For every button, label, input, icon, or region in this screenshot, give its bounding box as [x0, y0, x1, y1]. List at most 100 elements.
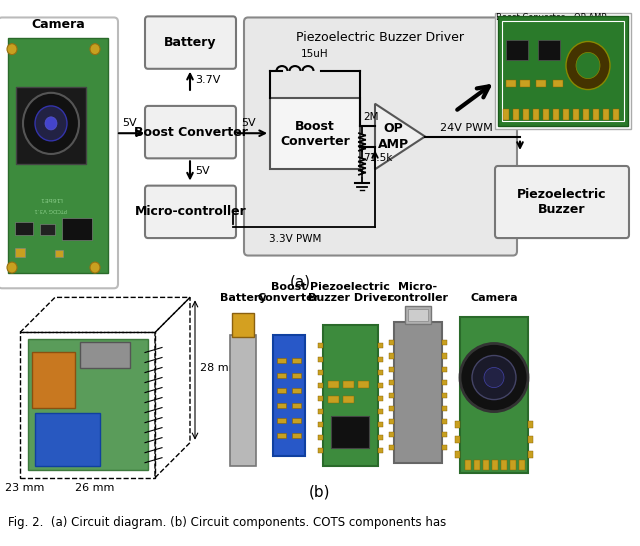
- Circle shape: [45, 117, 57, 130]
- Bar: [593, 109, 599, 120]
- Bar: [277, 372, 286, 377]
- Bar: [442, 432, 447, 437]
- Bar: [442, 341, 447, 346]
- Bar: [483, 460, 489, 470]
- FancyBboxPatch shape: [495, 166, 629, 238]
- Polygon shape: [80, 342, 130, 367]
- Bar: [230, 335, 256, 466]
- Text: Camera: Camera: [31, 17, 85, 31]
- Bar: [318, 395, 323, 401]
- Bar: [389, 444, 394, 450]
- Text: Battery: Battery: [220, 293, 266, 304]
- Bar: [343, 395, 354, 402]
- Text: Boost Converter
TLV61046: Boost Converter TLV61046: [496, 13, 564, 33]
- Bar: [318, 383, 323, 388]
- Bar: [455, 450, 460, 458]
- Bar: [442, 393, 447, 397]
- Text: Boost Converter: Boost Converter: [134, 126, 248, 139]
- Bar: [378, 448, 383, 453]
- FancyBboxPatch shape: [0, 17, 118, 288]
- Bar: [318, 448, 323, 453]
- Bar: [495, 13, 631, 129]
- Bar: [318, 370, 323, 375]
- Text: 24V PWM: 24V PWM: [440, 123, 493, 133]
- Bar: [328, 395, 339, 402]
- Bar: [318, 408, 323, 414]
- Polygon shape: [375, 104, 425, 169]
- Circle shape: [7, 44, 17, 55]
- FancyBboxPatch shape: [145, 186, 236, 238]
- Text: 5V: 5V: [122, 118, 136, 128]
- Text: 28 mm: 28 mm: [200, 363, 239, 372]
- Polygon shape: [35, 413, 100, 466]
- Bar: [292, 372, 301, 377]
- Bar: [277, 358, 286, 363]
- Bar: [533, 109, 539, 120]
- Polygon shape: [32, 353, 75, 408]
- Bar: [15, 222, 33, 235]
- Circle shape: [35, 106, 67, 141]
- Bar: [378, 383, 383, 388]
- Bar: [408, 310, 428, 322]
- Bar: [292, 418, 301, 423]
- Text: 23 mm: 23 mm: [5, 483, 44, 492]
- Bar: [523, 109, 529, 120]
- Text: Boost
Converter: Boost Converter: [280, 120, 350, 148]
- Bar: [277, 432, 286, 438]
- Bar: [55, 250, 63, 257]
- Text: 2M: 2M: [363, 112, 378, 122]
- Text: Fig. 2.  (a) Circuit diagram. (b) Circuit components. COTS components has: Fig. 2. (a) Circuit diagram. (b) Circuit…: [8, 516, 446, 529]
- Circle shape: [23, 93, 79, 154]
- Text: Piezoelectric
Buzzer: Piezoelectric Buzzer: [517, 188, 607, 216]
- Bar: [603, 109, 609, 120]
- FancyBboxPatch shape: [244, 17, 517, 256]
- Bar: [292, 402, 301, 408]
- Bar: [389, 366, 394, 371]
- Bar: [292, 358, 301, 363]
- Bar: [270, 98, 360, 169]
- Bar: [553, 80, 563, 87]
- Bar: [553, 109, 559, 120]
- Bar: [506, 40, 528, 60]
- Bar: [389, 353, 394, 359]
- Bar: [465, 460, 471, 470]
- Text: OP AMP
LM6211: OP AMP LM6211: [573, 13, 607, 33]
- Bar: [394, 323, 442, 462]
- Bar: [318, 422, 323, 426]
- Bar: [519, 460, 525, 470]
- Bar: [378, 408, 383, 414]
- Bar: [528, 420, 533, 428]
- Bar: [498, 16, 628, 126]
- Bar: [536, 80, 546, 87]
- Bar: [277, 402, 286, 408]
- Bar: [528, 436, 533, 443]
- Circle shape: [7, 262, 17, 273]
- Bar: [442, 353, 447, 359]
- Bar: [40, 224, 55, 235]
- Bar: [510, 460, 516, 470]
- Bar: [503, 109, 509, 120]
- Bar: [389, 393, 394, 397]
- Circle shape: [472, 355, 516, 400]
- Bar: [378, 357, 383, 361]
- Text: 71.5k: 71.5k: [363, 153, 392, 163]
- Bar: [378, 395, 383, 401]
- Bar: [563, 109, 569, 120]
- Text: Micro-
controller: Micro- controller: [387, 282, 449, 304]
- Text: Micro-controller: Micro-controller: [134, 205, 246, 218]
- Bar: [292, 432, 301, 438]
- Bar: [492, 460, 498, 470]
- Circle shape: [460, 343, 528, 412]
- Bar: [538, 40, 560, 60]
- Text: Boost
Converter: Boost Converter: [258, 282, 320, 304]
- Bar: [442, 419, 447, 424]
- Bar: [520, 80, 530, 87]
- Text: PTCDG V3.1: PTCDG V3.1: [35, 207, 67, 212]
- Text: 26 mm: 26 mm: [75, 483, 115, 492]
- Bar: [232, 313, 254, 337]
- Bar: [318, 435, 323, 440]
- Bar: [277, 388, 286, 393]
- Bar: [506, 80, 516, 87]
- Text: 5V: 5V: [241, 118, 255, 128]
- Text: Camera: Camera: [470, 293, 518, 304]
